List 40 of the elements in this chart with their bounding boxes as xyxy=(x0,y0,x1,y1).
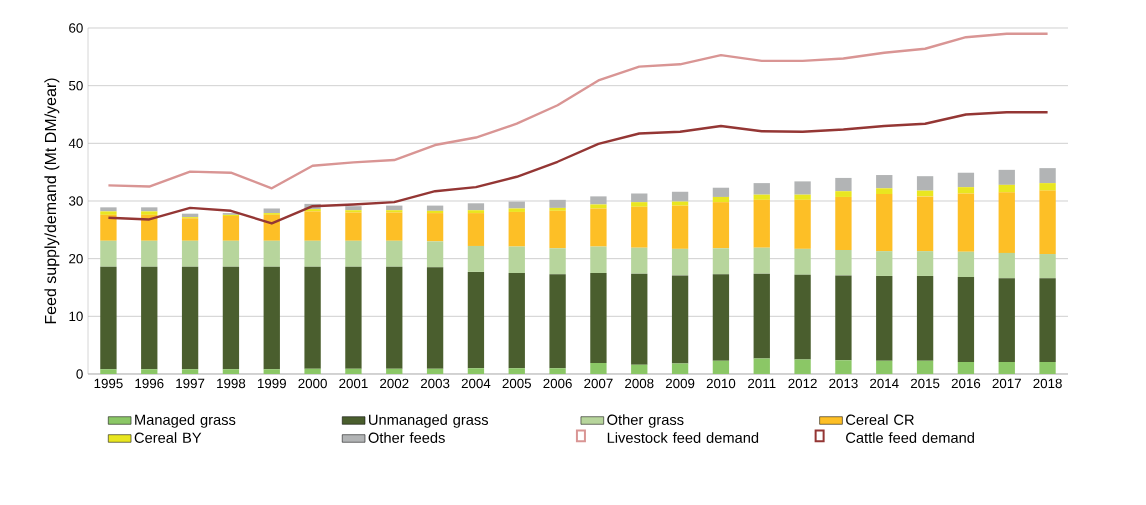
legend-label: Other feeds xyxy=(368,432,445,443)
y-tick-label: 60 xyxy=(69,23,83,33)
x-tick-label: 1999 xyxy=(257,378,286,389)
legend-label: Managed grass xyxy=(135,414,236,428)
y-tick-label: 30 xyxy=(68,196,83,206)
y-tick-label: 10 xyxy=(69,311,83,322)
x-tick-label: 2013 xyxy=(829,378,858,389)
x-tick-label: 2017 xyxy=(992,378,1021,389)
legend-label: Cereal BY xyxy=(134,432,202,443)
x-tick-label: 2007 xyxy=(584,378,613,389)
x-tick-label: 2014 xyxy=(870,378,899,389)
x-tick-label: 2002 xyxy=(380,378,409,389)
y-tick-label: 0 xyxy=(76,369,83,379)
x-tick-label: 2005 xyxy=(502,378,532,389)
legend-label: Unmanaged grass xyxy=(369,414,489,428)
x-tick-label: 2016 xyxy=(951,378,981,389)
y-tick-label: 40 xyxy=(68,138,83,149)
x-tick-label: 2006 xyxy=(543,378,572,389)
x-tick-label: 2011 xyxy=(748,378,776,389)
x-tick-label: 1995 xyxy=(94,378,123,389)
x-tick-label: 2008 xyxy=(625,378,654,389)
x-tick-label: 1997 xyxy=(176,378,205,389)
legend-label: Livestock feed demand xyxy=(607,432,759,443)
x-tick-label: 2015 xyxy=(910,378,940,389)
y-tick-label: 20 xyxy=(69,253,83,264)
y-axis-title: Feed supply/demand (Mt DM/year) xyxy=(44,78,60,324)
x-tick-label: 2018 xyxy=(1033,378,1062,389)
x-tick-label: 2001 xyxy=(339,378,368,389)
y-tick-label: 50 xyxy=(69,80,83,91)
x-tick-label: 2012 xyxy=(788,378,817,389)
x-tick-label: 2004 xyxy=(461,378,491,389)
legend-label: Cereal CR xyxy=(846,414,914,425)
legend-label: Cattle feed demand xyxy=(846,432,974,443)
x-tick-label: 1996 xyxy=(135,378,164,389)
legend-label: Other grass xyxy=(607,414,684,428)
x-tick-label: 2010 xyxy=(706,378,736,389)
x-tick-label: 2009 xyxy=(665,378,695,389)
x-tick-label: 2003 xyxy=(420,378,450,389)
x-tick-label: 1998 xyxy=(217,378,246,389)
x-tick-label: 2000 xyxy=(298,378,327,389)
